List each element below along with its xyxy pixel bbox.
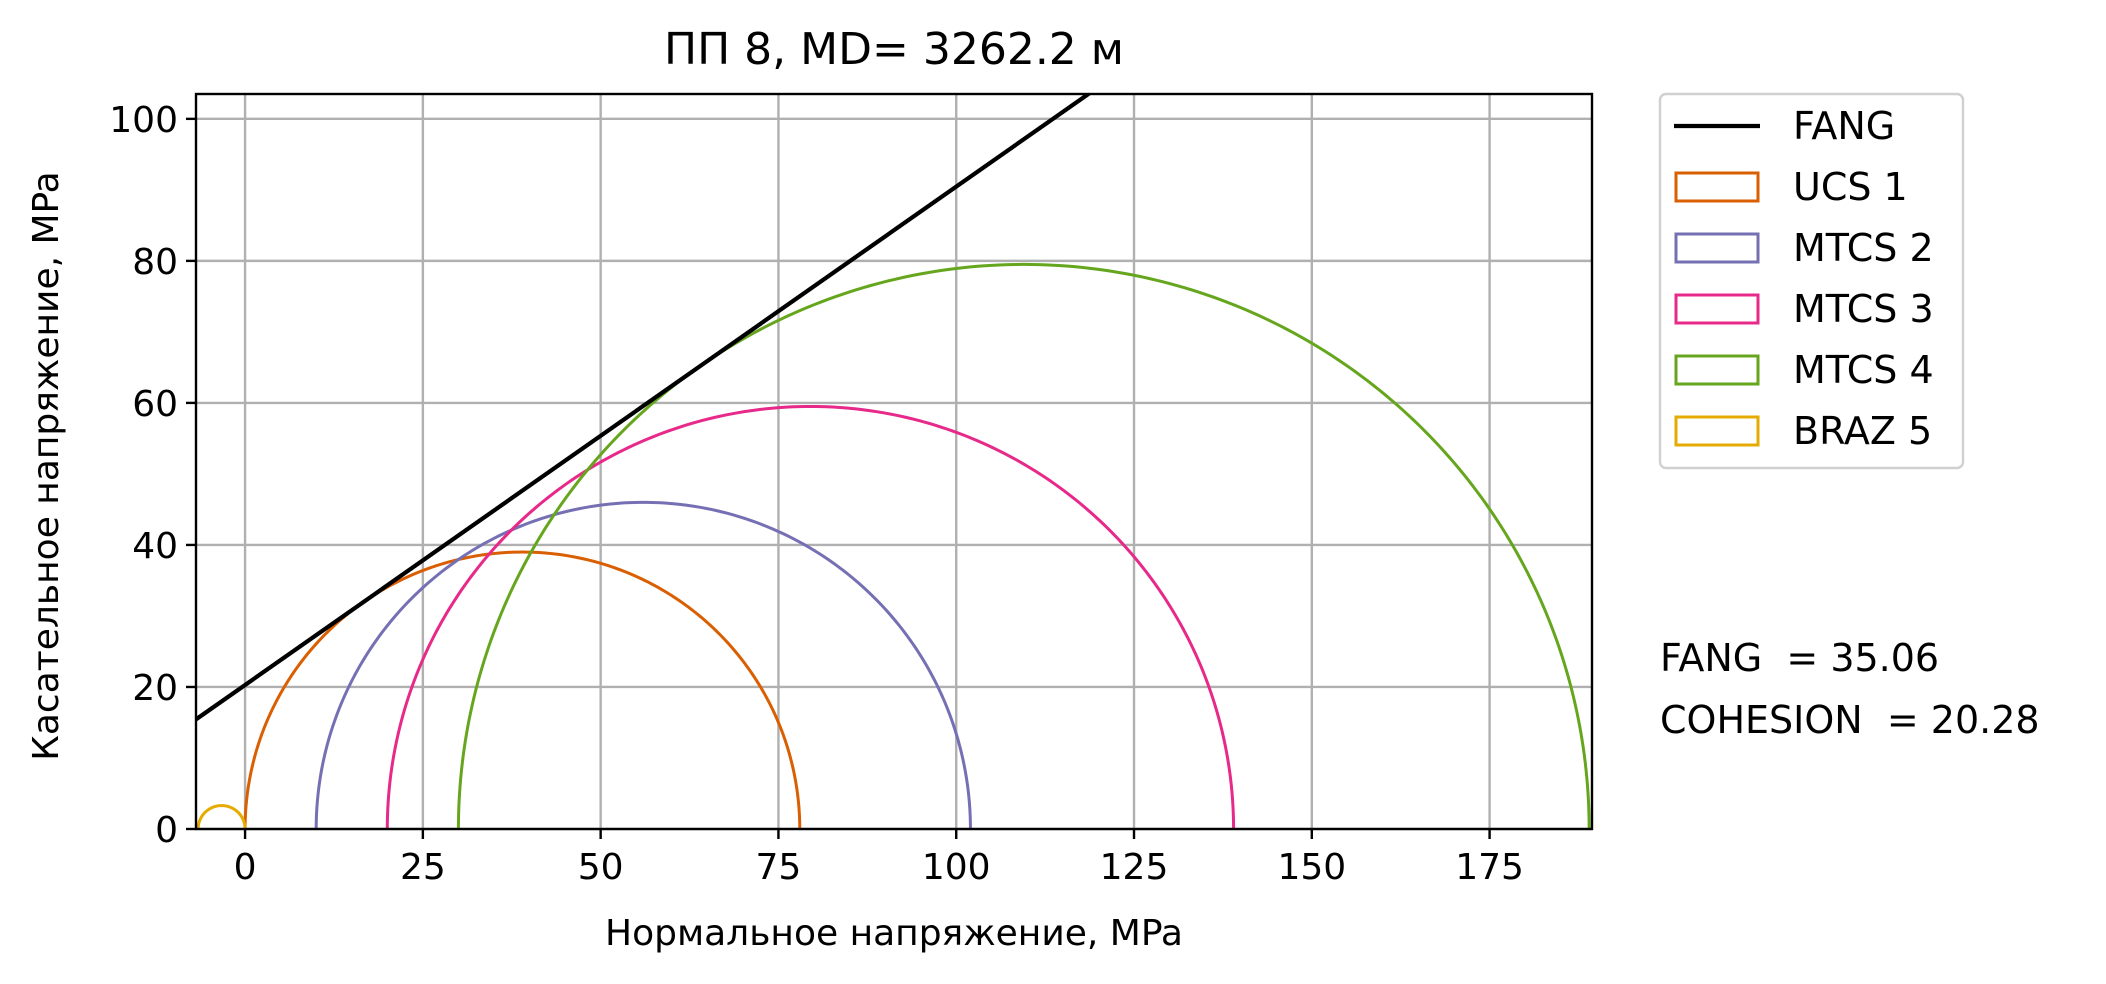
legend-swatch-box bbox=[1674, 415, 1760, 447]
legend-label: MTCS 2 bbox=[1793, 226, 1934, 270]
legend: FANG UCS 1 MTCS 2 MTCS 3 MTCS 4 BRAZ 5 bbox=[1658, 92, 1965, 470]
x-tick-label: 150 bbox=[1277, 847, 1346, 888]
grid bbox=[196, 94, 1592, 831]
y-axis-label: Касательное напряжение, MPa bbox=[26, 171, 67, 760]
x-tick-label: 75 bbox=[756, 847, 802, 888]
legend-swatch-box bbox=[1674, 354, 1760, 386]
legend-label: UCS 1 bbox=[1793, 165, 1908, 209]
mohr-circle-mtcs-4 bbox=[456, 262, 1591, 829]
failure-envelope-line bbox=[196, 94, 1093, 722]
chart-title: ПП 8, MD= 3262.2 м bbox=[664, 24, 1124, 75]
mohr-circle-mtcs-3 bbox=[385, 404, 1236, 829]
fang-annotation: FANG = 35.06 bbox=[1660, 636, 1939, 680]
x-axis-label: Нормальное напряжение, MPa bbox=[605, 913, 1183, 954]
legend-swatch-box bbox=[1674, 171, 1760, 203]
x-tick-label: 100 bbox=[922, 847, 991, 888]
legend-label: BRAZ 5 bbox=[1793, 409, 1932, 453]
mohr-circle-ucs-1 bbox=[243, 550, 802, 829]
plot-area bbox=[196, 94, 1591, 829]
y-tick-label: 40 bbox=[132, 526, 178, 567]
axes-frame bbox=[194, 92, 1594, 831]
legend-label: MTCS 4 bbox=[1793, 348, 1934, 392]
mohr-circle-mtcs-2 bbox=[314, 500, 972, 829]
y-tick-label: 60 bbox=[132, 384, 178, 425]
x-tick-label: 50 bbox=[578, 847, 624, 888]
legend-frame bbox=[1658, 92, 1965, 470]
cohesion-annotation: COHESION = 20.28 bbox=[1660, 698, 2040, 742]
mohr-circle-braz-5 bbox=[196, 804, 247, 829]
x-tick-label: 0 bbox=[234, 847, 257, 888]
y-tick-label: 100 bbox=[109, 100, 178, 141]
y-tick-label: 80 bbox=[132, 242, 178, 283]
x-tick-label: 175 bbox=[1455, 847, 1524, 888]
legend-swatch-box bbox=[1674, 232, 1760, 264]
y-tick-label: 20 bbox=[132, 668, 178, 709]
legend-label: FANG bbox=[1793, 104, 1895, 148]
x-tick-label: 125 bbox=[1100, 847, 1169, 888]
legend-swatch-box bbox=[1674, 293, 1760, 325]
legend-label: MTCS 3 bbox=[1793, 287, 1934, 331]
x-tick-label: 25 bbox=[400, 847, 446, 888]
tick-labels: 0 25 50 75 100 125 150 175 0 20 40 60 80 100 bbox=[109, 100, 1524, 888]
y-tick-label: 0 bbox=[155, 810, 178, 851]
